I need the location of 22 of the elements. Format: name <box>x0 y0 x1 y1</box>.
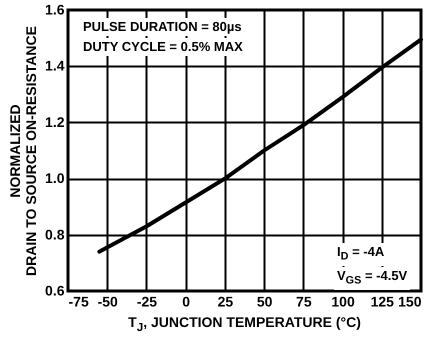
x-tick-label: 150 <box>398 294 422 310</box>
x-tick-label: 125 <box>370 294 394 310</box>
annotation: DUTY CYCLE = 0.5% MAX <box>80 38 246 56</box>
annotation: I$_{D}$ = -4A <box>334 243 388 266</box>
annotation: PULSE DURATION = 80µs <box>80 18 245 36</box>
x-tick-label: 25 <box>218 294 234 310</box>
y-tick-label: 1.4 <box>45 58 65 74</box>
x-tick-label: -50 <box>98 294 118 310</box>
x-axis-title: T$_{J}$, JUNCTION TEMPERATURE (°C) <box>128 314 361 334</box>
y-tick-label: 1.6 <box>45 2 65 18</box>
x-tick-label: -25 <box>136 294 158 310</box>
x-tick-label: 75 <box>296 294 312 310</box>
annotation: V$_{GS}$ = -4.5V <box>334 267 410 290</box>
x-tick-label: 0 <box>182 294 190 310</box>
y-tick-label: 0.6 <box>45 282 65 298</box>
x-tick-label: 50 <box>256 294 273 310</box>
x-tick-label: 100 <box>331 294 355 310</box>
y-tick-label: 1.0 <box>45 170 65 186</box>
y-tick-label: 1.2 <box>45 114 65 130</box>
y-tick-label: 0.8 <box>45 226 65 242</box>
y-axis-title: NORMALIZED DRAIN TO SOURCE ON-RESISTANCE <box>7 26 40 276</box>
x-tick-label: -75 <box>68 294 89 310</box>
